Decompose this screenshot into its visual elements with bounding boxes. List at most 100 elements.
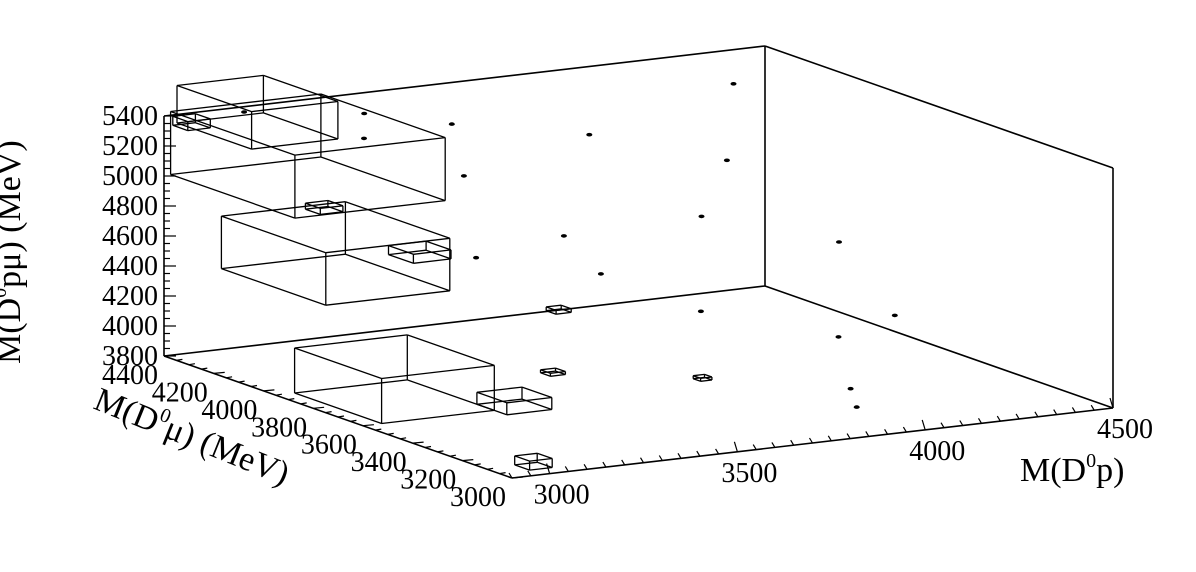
box-edge [413, 249, 452, 255]
x-minor-tick [846, 433, 851, 439]
x-minor-tick [808, 437, 814, 444]
y-minor-tick [424, 445, 432, 449]
box-edge [294, 334, 408, 349]
y-minor-tick [275, 393, 282, 396]
histogram-box [545, 304, 572, 315]
x-tick-label: 4000 [909, 436, 965, 467]
x-minor-tick [865, 431, 870, 437]
box-edge [294, 199, 446, 219]
box-edge [172, 115, 189, 123]
box-edge [413, 258, 452, 264]
z-tick-label: 5200 [102, 131, 158, 162]
box-edge [692, 375, 701, 379]
box-edge [388, 244, 414, 255]
histogram-point [730, 82, 737, 86]
z-axis-label: M(D0pμ) (MeV) [0, 140, 28, 364]
box-edge [692, 378, 701, 382]
histogram-point [241, 110, 248, 114]
y-tick-label: 3200 [400, 465, 456, 496]
x-minor-tick [790, 439, 795, 446]
histogram-point [836, 240, 842, 244]
y-minor-tick [400, 437, 407, 440]
x-major-tick [1109, 397, 1114, 409]
box-edge [294, 347, 382, 380]
y-minor-tick [238, 380, 245, 383]
y-minor-tick [449, 454, 456, 457]
frame-edge [163, 285, 766, 357]
x-minor-tick [884, 428, 889, 435]
box-edge [407, 334, 495, 367]
x-major-tick [733, 441, 738, 452]
histogram-point [698, 214, 705, 219]
box-edge [176, 84, 252, 113]
box-edge [476, 391, 508, 404]
histogram-point [560, 234, 567, 238]
x-minor-tick [959, 420, 964, 426]
y-minor-tick [474, 463, 481, 466]
y-minor-tick [201, 367, 208, 370]
box-edge [221, 253, 346, 270]
box-edge [172, 113, 196, 117]
box-edge [545, 310, 557, 315]
y-minor-tick [350, 419, 357, 422]
box-edge [251, 138, 338, 150]
y-tick-label: 3800 [251, 412, 307, 443]
x-minor-tick [527, 470, 532, 477]
histogram-point [891, 313, 898, 318]
y-minor-tick [437, 450, 444, 453]
y-minor-tick [300, 402, 307, 405]
x-minor-tick [771, 442, 776, 448]
histogram-box [169, 93, 446, 219]
y-minor-tick [387, 432, 394, 435]
z-tick-label: 4600 [102, 221, 158, 252]
box-edge [540, 369, 551, 374]
box-edge [555, 370, 566, 376]
x-minor-tick [940, 422, 945, 429]
histogram-point [460, 174, 467, 178]
y-minor-tick [176, 358, 183, 361]
histogram-point [847, 386, 854, 391]
box-edge [305, 199, 328, 204]
box-edge [170, 110, 296, 156]
y-tick-label: 3600 [301, 430, 357, 461]
x-minor-tick [677, 452, 682, 459]
box-edge [700, 376, 712, 379]
box-edge [476, 386, 523, 393]
box-edge [170, 93, 321, 113]
x-minor-tick [602, 461, 607, 468]
z-tick-label: 4200 [102, 281, 158, 312]
x-minor-tick [639, 457, 645, 464]
histogram-point [835, 335, 842, 339]
x-minor-tick [752, 444, 757, 450]
y-minor-tick [226, 376, 233, 379]
box-edge [546, 304, 562, 308]
box-edge [388, 253, 414, 264]
z-tick-label: 4800 [102, 191, 158, 222]
box-edge [172, 122, 196, 126]
x-minor-tick [696, 450, 701, 457]
y-minor-tick [250, 384, 258, 388]
box-edge [704, 373, 713, 378]
x-minor-tick [1053, 409, 1058, 415]
box-edge [187, 118, 211, 123]
box-edge [187, 127, 211, 132]
box-edge [221, 215, 327, 254]
box-edge [550, 373, 566, 377]
box-edge [305, 205, 328, 210]
histogram-point [697, 309, 704, 314]
y-tick-label: 3400 [351, 447, 407, 478]
box-edge [540, 367, 556, 371]
y-major-tick [412, 441, 424, 444]
x-minor-tick [564, 466, 569, 472]
box-edge [345, 253, 451, 292]
box-edge [294, 379, 408, 394]
box-edge [263, 74, 339, 103]
histogram-box [293, 334, 495, 425]
y-major-tick [213, 371, 225, 374]
y-minor-tick [325, 411, 332, 414]
histogram-box [539, 367, 567, 377]
histogram-point [361, 111, 368, 116]
box-edge [476, 403, 508, 416]
x-minor-tick [1015, 413, 1020, 420]
